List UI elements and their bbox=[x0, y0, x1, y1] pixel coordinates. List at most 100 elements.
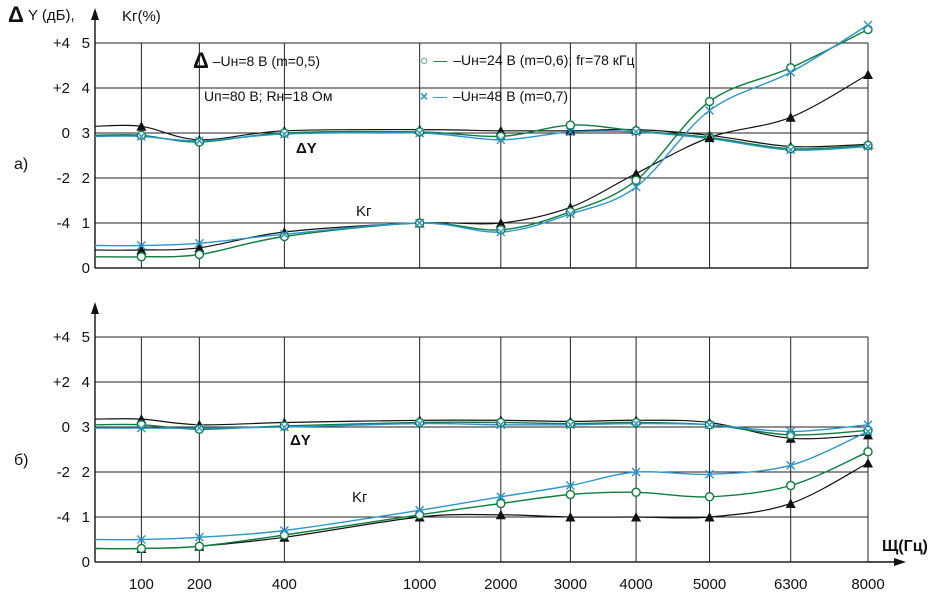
circle-marker bbox=[565, 120, 576, 130]
cross-marker bbox=[194, 532, 204, 542]
circle-marker bbox=[565, 207, 576, 217]
y-right-tick-label: 0 bbox=[82, 260, 90, 277]
cross-marker bbox=[631, 467, 641, 477]
triangle-marker bbox=[495, 218, 506, 228]
cross-marker bbox=[786, 67, 796, 77]
cross-marker bbox=[863, 427, 873, 436]
cross-marker bbox=[415, 218, 425, 228]
circle-marker bbox=[631, 487, 641, 497]
legend-line-icon: — bbox=[433, 88, 448, 104]
legend-conditions: Uп=80 В; Rн=18 Ом bbox=[204, 88, 333, 104]
legend-entry-8v: Δ –Uн=8 В (m=0,5) bbox=[193, 50, 320, 72]
y-right-tick-label: 2 bbox=[82, 170, 90, 187]
series-path bbox=[94, 430, 869, 541]
legend-label-8v: –Uн=8 В (m=0,5) bbox=[212, 53, 321, 69]
triangle-marker bbox=[136, 121, 147, 131]
cross-marker bbox=[194, 423, 204, 433]
circle-marker bbox=[496, 498, 506, 509]
circle-marker bbox=[863, 140, 873, 151]
cross-marker bbox=[565, 127, 575, 137]
y-axis-title-left: Δ Y (дБ), bbox=[8, 4, 75, 26]
circle-marker bbox=[631, 126, 641, 136]
legend-line-icon: — bbox=[433, 52, 448, 68]
cross-marker bbox=[705, 469, 715, 479]
y-left-tick-label: +4 bbox=[53, 35, 70, 52]
x-tick-label: 100 bbox=[129, 576, 154, 593]
cross-marker bbox=[496, 420, 506, 430]
triangle-marker bbox=[631, 512, 642, 522]
cross-marker bbox=[496, 492, 506, 502]
cross-marker bbox=[136, 423, 146, 433]
cross-marker bbox=[786, 145, 796, 155]
circle-marker bbox=[565, 418, 576, 429]
y-axis-arrow-icon bbox=[91, 302, 99, 314]
circle-marker bbox=[279, 128, 290, 138]
cross-marker bbox=[631, 419, 641, 429]
triangle-marker bbox=[704, 512, 715, 522]
y-left-tick-label: -2 bbox=[57, 170, 70, 187]
x-tick-label: 4000 bbox=[619, 576, 652, 593]
legend-label-48v: –Uн=48 В (m=0,7) bbox=[452, 88, 569, 104]
legend-entry-48v: × — –Uн=48 В (m=0,7) bbox=[420, 88, 568, 104]
y-right-tick-label: 5 bbox=[82, 35, 90, 52]
circle-marker bbox=[565, 489, 576, 500]
x-tick-label: 400 bbox=[272, 576, 297, 593]
y-left-tick-label: 0 bbox=[62, 419, 70, 436]
circle-marker bbox=[136, 543, 147, 554]
circle-marker bbox=[863, 425, 873, 436]
x-tick-label: 8000 bbox=[851, 576, 884, 593]
cross-marker bbox=[194, 238, 204, 248]
cross-marker bbox=[565, 420, 575, 430]
x-tick-label: 2000 bbox=[484, 576, 517, 593]
circle-marker bbox=[631, 175, 641, 185]
triangle-marker bbox=[785, 112, 796, 122]
y-left-tick-label: +4 bbox=[53, 329, 70, 346]
panel-label-b: б) bbox=[14, 452, 29, 469]
y-right-tick-label: 4 bbox=[82, 80, 90, 97]
cross-marker bbox=[279, 526, 289, 535]
y-right-tick-label: 5 bbox=[82, 329, 90, 346]
cross-marker bbox=[705, 106, 715, 115]
legend-label-24v: –Uн=24 В (m=0,6); fг=78 кГц bbox=[453, 52, 635, 68]
y-left-tick-label: -4 bbox=[57, 215, 70, 232]
annotation-dy-panel-b: ΔY bbox=[290, 432, 311, 449]
cross-marker bbox=[631, 182, 641, 192]
cross-marker bbox=[565, 209, 575, 219]
circle-marker bbox=[496, 225, 506, 235]
cross-marker bbox=[136, 131, 146, 141]
cross-marker bbox=[631, 127, 641, 137]
cross-marker bbox=[863, 20, 873, 30]
cross-marker bbox=[863, 420, 873, 430]
cross-marker bbox=[786, 427, 796, 436]
cross-marker bbox=[496, 135, 506, 145]
cross-marker bbox=[194, 136, 204, 146]
circle-marker bbox=[786, 144, 796, 154]
circle-marker bbox=[704, 96, 715, 107]
delta-icon: Δ bbox=[8, 2, 24, 27]
annotation-kg-panel-a: Kг bbox=[356, 203, 372, 220]
circle-marker-icon: ○ bbox=[420, 52, 429, 68]
x-tick-label: 6300 bbox=[774, 576, 807, 593]
x-tick-label: 3000 bbox=[554, 576, 587, 593]
circle-marker bbox=[631, 417, 641, 428]
circle-marker bbox=[863, 447, 873, 457]
y-right-tick-label: 4 bbox=[82, 374, 90, 391]
triangle-marker bbox=[565, 512, 576, 522]
y-right-tick-label: 1 bbox=[82, 215, 90, 232]
cross-marker bbox=[136, 535, 146, 544]
cross-marker-icon: × bbox=[420, 88, 429, 104]
x-axis-title-text: Щ(Гц) bbox=[882, 538, 928, 555]
triangle-marker bbox=[863, 69, 873, 79]
cross-marker bbox=[136, 241, 146, 250]
triangle-marker bbox=[704, 132, 715, 142]
cross-marker bbox=[279, 129, 289, 139]
y-axis-arrow-icon bbox=[91, 8, 99, 20]
circle-marker bbox=[194, 424, 205, 434]
circle-marker bbox=[194, 541, 205, 551]
y-right-tick-label: 3 bbox=[82, 419, 90, 436]
cross-marker bbox=[415, 505, 425, 515]
cross-marker bbox=[415, 419, 425, 429]
triangle-marker bbox=[863, 458, 873, 468]
